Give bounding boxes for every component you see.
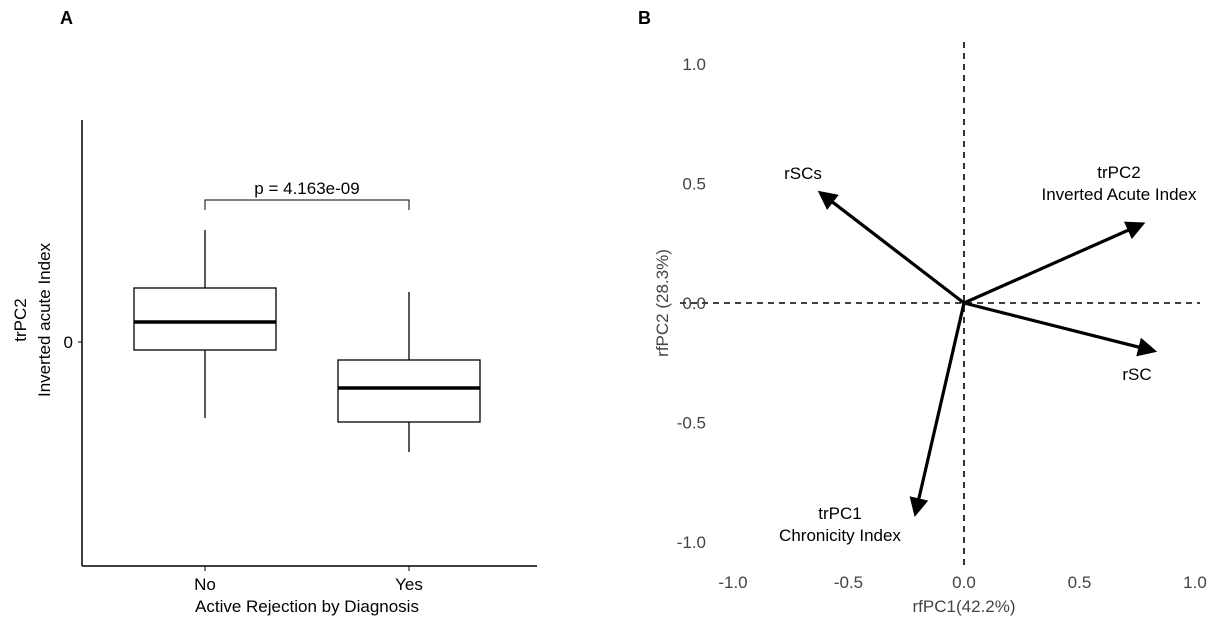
p-value-annotation: p = 4.163e-09 <box>254 179 359 198</box>
vector-label: trPC2 <box>1097 163 1140 182</box>
x-tick-label: -0.5 <box>834 573 863 592</box>
biplot-panel: 1.0 0.5 0.0 -0.5 -1.0 -1.0 -0.5 0.0 0.5 1.0 rfPC1(… <box>653 42 1207 616</box>
x-tick-label: 0.0 <box>952 573 976 592</box>
vector-label: trPC1 <box>818 504 861 523</box>
x-axis-label: rfPC1(42.2%) <box>913 597 1016 616</box>
x-tick-label: -1.0 <box>718 573 747 592</box>
loading-arrow <box>963 301 1158 357</box>
x-axis-label: Active Rejection by Diagnosis <box>195 597 419 616</box>
y-tick-label: 1.0 <box>682 55 706 74</box>
box-iqr <box>133 287 277 351</box>
y-axis-label-line2: Inverted acute Index <box>35 242 54 397</box>
y-tick-label: 0.5 <box>682 175 706 194</box>
y-axis-label-line1: trPC2 <box>11 298 30 341</box>
x-tick-label: Yes <box>395 575 423 594</box>
y-tick-label: -0.5 <box>677 414 706 433</box>
significance-bracket <box>204 199 410 210</box>
boxplot-panel: 0 No Yes p = 4.163e-09 Active Rejection by D… <box>11 120 537 616</box>
vector-label: Chronicity Index <box>779 526 901 545</box>
panel-label-a: A <box>60 8 73 28</box>
loading-arrow <box>817 190 965 305</box>
vector-label: Inverted Acute Index <box>1042 185 1197 204</box>
vector-label: rSC <box>1122 365 1151 384</box>
x-tick-label: 1.0 <box>1183 573 1207 592</box>
y-tick-label: 0.0 <box>682 294 706 313</box>
x-tick-label: 0.5 <box>1068 573 1092 592</box>
box-iqr <box>337 359 481 423</box>
y-tick-label: 0 <box>64 333 73 352</box>
y-axis-label: rfPC2 (28.3%) <box>653 249 672 357</box>
x-tick-label: No <box>194 575 216 594</box>
panel-label-b: B <box>638 8 651 28</box>
loading-arrow <box>909 302 966 518</box>
vector-label: rSCs <box>784 164 822 183</box>
loading-arrow <box>963 221 1146 305</box>
y-tick-label: -1.0 <box>677 533 706 552</box>
